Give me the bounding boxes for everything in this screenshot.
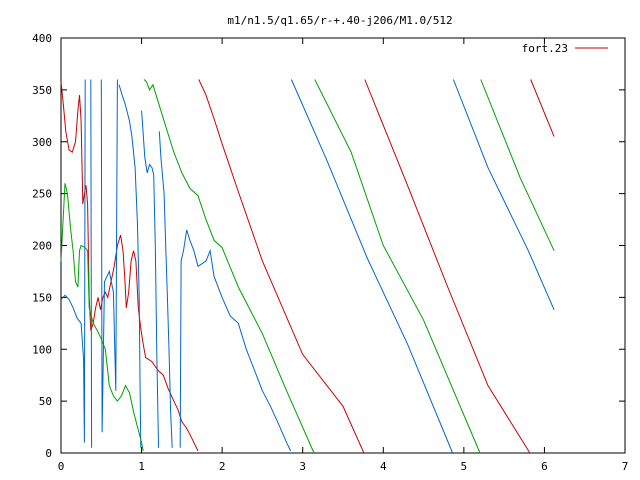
y-tick-label: 350 bbox=[32, 84, 52, 97]
series-line-2 bbox=[60, 79, 555, 454]
plot-frame bbox=[60, 37, 626, 454]
legend: fort.23 bbox=[522, 42, 608, 55]
x-tick-label: 0 bbox=[58, 460, 65, 473]
y-tick-label: 200 bbox=[32, 240, 52, 253]
x-tick-label: 6 bbox=[541, 460, 548, 473]
y-tick-label: 150 bbox=[32, 291, 52, 304]
series-line-0 bbox=[60, 79, 555, 454]
y-tick-label: 100 bbox=[32, 343, 52, 356]
x-tick-label: 5 bbox=[461, 460, 468, 473]
x-tick-label: 3 bbox=[299, 460, 306, 473]
y-tick-label: 50 bbox=[39, 395, 52, 408]
series-group bbox=[60, 79, 555, 454]
x-tick-label: 7 bbox=[622, 460, 629, 473]
legend-label: fort.23 bbox=[522, 42, 568, 55]
x-tick-label: 4 bbox=[380, 460, 387, 473]
y-tick-label: 0 bbox=[45, 447, 52, 460]
series-line-1 bbox=[60, 79, 555, 454]
chart-title: m1/n1.5/q1.65/r-+.40-j206/M1.0/512 bbox=[227, 14, 452, 27]
y-tick-label: 300 bbox=[32, 136, 52, 149]
y-tick-label: 250 bbox=[32, 188, 52, 201]
y-axis: 0 50 100 150 200 250 300 350 400 bbox=[32, 32, 625, 460]
x-tick-label: 1 bbox=[138, 460, 145, 473]
x-axis: 0 1 2 3 4 5 6 7 bbox=[58, 38, 629, 473]
x-tick-label: 2 bbox=[219, 460, 226, 473]
y-tick-label: 400 bbox=[32, 32, 52, 45]
